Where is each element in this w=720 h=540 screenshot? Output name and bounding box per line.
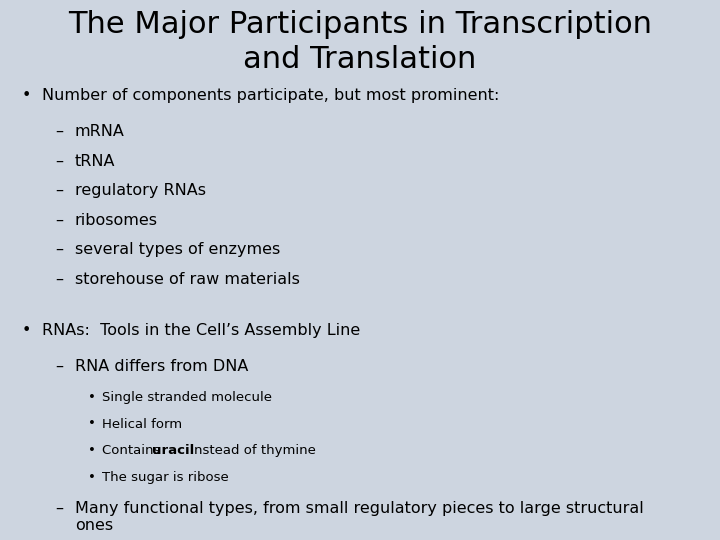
Text: storehouse of raw materials: storehouse of raw materials (75, 272, 300, 287)
Text: Many functional types, from small regulatory pieces to large structural
ones: Many functional types, from small regula… (75, 501, 644, 534)
Text: –: – (55, 359, 63, 374)
Text: mRNA: mRNA (75, 124, 125, 139)
Text: Contains: Contains (102, 444, 165, 457)
Text: RNA differs from DNA: RNA differs from DNA (75, 359, 248, 374)
Text: Helical form: Helical form (102, 417, 182, 430)
Text: •: • (88, 444, 96, 457)
Text: The sugar is ribose: The sugar is ribose (102, 470, 229, 483)
Text: Number of components participate, but most prominent:: Number of components participate, but mo… (42, 88, 500, 103)
Text: Single stranded molecule: Single stranded molecule (102, 391, 272, 404)
Text: –: – (55, 213, 63, 227)
Text: •: • (88, 417, 96, 430)
Text: –: – (55, 124, 63, 139)
Text: ribosomes: ribosomes (75, 213, 158, 227)
Text: The Major Participants in Transcription: The Major Participants in Transcription (68, 10, 652, 39)
Text: several types of enzymes: several types of enzymes (75, 242, 280, 257)
Text: •: • (22, 88, 32, 103)
Text: –: – (55, 183, 63, 198)
Text: regulatory RNAs: regulatory RNAs (75, 183, 206, 198)
Text: –: – (55, 501, 63, 516)
Text: tRNA: tRNA (75, 153, 115, 168)
Text: –: – (55, 242, 63, 257)
Text: and Translation: and Translation (243, 45, 477, 74)
Text: •: • (88, 470, 96, 483)
Text: instead of thymine: instead of thymine (186, 444, 316, 457)
Text: •: • (22, 323, 32, 338)
Text: –: – (55, 272, 63, 287)
Text: RNAs:  Tools in the Cell’s Assembly Line: RNAs: Tools in the Cell’s Assembly Line (42, 323, 360, 338)
Text: uracil: uracil (152, 444, 194, 457)
Text: •: • (88, 391, 96, 404)
Text: –: – (55, 153, 63, 168)
